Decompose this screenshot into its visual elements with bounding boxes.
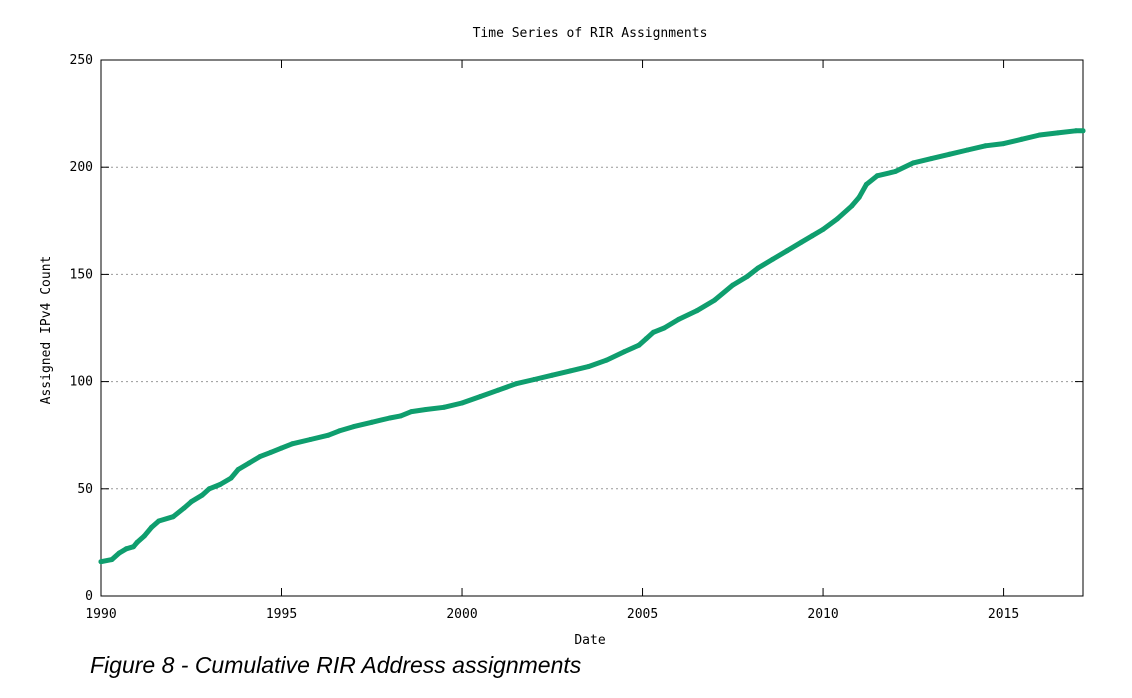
data-point (423, 407, 429, 412)
data-point (441, 404, 447, 410)
data-point (549, 372, 555, 378)
grid-lines (101, 166, 1083, 490)
data-point (98, 559, 104, 565)
x-tick-label: 1995 (266, 607, 297, 622)
data-point (206, 486, 212, 492)
y-tick-label: 150 (70, 267, 93, 282)
data-point (170, 514, 176, 520)
data-point (809, 233, 815, 239)
y-tick-label: 0 (85, 589, 93, 604)
data-point (109, 557, 115, 563)
data-point (622, 349, 627, 355)
line-chart: Time Series of RIR Assignments 0 50 100 150… (39, 26, 1086, 648)
x-axis-label: Date (574, 633, 605, 648)
data-point (199, 492, 205, 498)
data-point (181, 505, 187, 511)
data-point (770, 256, 775, 262)
data-point (351, 424, 357, 430)
data-point (156, 518, 162, 524)
data-point (874, 173, 880, 179)
data-point (188, 499, 194, 505)
x-tick-label: 1990 (85, 607, 116, 622)
data-point (585, 364, 591, 370)
series-line (98, 128, 1086, 565)
data-point (369, 419, 375, 425)
figure-caption: Figure 8 - Cumulative RIR Address assign… (90, 652, 582, 678)
data-point (835, 216, 840, 222)
x-tick-label: 2000 (446, 607, 477, 622)
data-point (1055, 130, 1061, 136)
data-point (730, 282, 736, 288)
data-point (712, 297, 718, 303)
y-tick-label: 100 (70, 375, 93, 390)
data-point (636, 342, 642, 348)
data-point (567, 368, 573, 374)
data-point (820, 226, 826, 232)
data-point (892, 169, 898, 174)
data-point (849, 203, 855, 209)
data-point (228, 475, 234, 481)
data-point (1037, 132, 1043, 138)
data-point (965, 147, 970, 153)
data-point (268, 449, 274, 455)
data-point (141, 533, 147, 539)
data-point (217, 482, 223, 487)
data-point (279, 445, 284, 451)
data-point (134, 539, 140, 545)
data-point (235, 467, 241, 472)
data-point (910, 160, 916, 166)
data-point (983, 143, 988, 149)
data-point (744, 274, 750, 279)
data-point (149, 524, 154, 530)
axis-ticks: 0 50 100 150 200 250 1990 1995 2000 2005 2010 2015 (70, 53, 1083, 622)
data-point (1080, 128, 1086, 134)
data-point (116, 550, 122, 556)
series-layer (98, 128, 1086, 565)
data-point (798, 239, 804, 245)
data-point (1001, 141, 1007, 147)
data-point (495, 387, 501, 393)
x-tick-label: 2010 (807, 607, 838, 622)
data-point (784, 248, 790, 254)
data-point (459, 400, 465, 406)
data-point (863, 181, 869, 187)
data-point (676, 316, 682, 322)
plot-frame (100, 59, 1084, 597)
data-point (409, 409, 414, 415)
data-point (531, 377, 537, 382)
y-axis-label: Assigned IPv4 Count (39, 256, 54, 405)
y-tick-label: 200 (70, 160, 93, 175)
data-point (928, 156, 934, 162)
x-tick-label: 2005 (627, 607, 658, 622)
data-point (387, 415, 393, 421)
data-point (650, 329, 656, 335)
data-point (398, 413, 404, 419)
data-point (257, 454, 263, 460)
data-point (477, 394, 483, 400)
data-point (246, 460, 252, 466)
data-point (307, 437, 313, 442)
x-tick-label: 2015 (988, 607, 1019, 622)
data-point (603, 357, 609, 363)
data-point (755, 265, 761, 271)
data-point (513, 381, 519, 387)
data-point (946, 151, 952, 157)
chart-title: Time Series of RIR Assignments (473, 26, 708, 41)
data-point (325, 432, 331, 438)
data-point (661, 325, 667, 331)
y-tick-label: 250 (70, 53, 93, 68)
data-point (694, 308, 700, 314)
data-point (1019, 136, 1025, 142)
data-point (643, 336, 649, 342)
data-point (131, 544, 136, 550)
data-point (123, 546, 129, 552)
y-tick-label: 50 (77, 482, 93, 497)
data-point (336, 428, 342, 434)
data-point (1073, 128, 1079, 134)
data-point (856, 194, 862, 200)
data-point (289, 441, 295, 447)
